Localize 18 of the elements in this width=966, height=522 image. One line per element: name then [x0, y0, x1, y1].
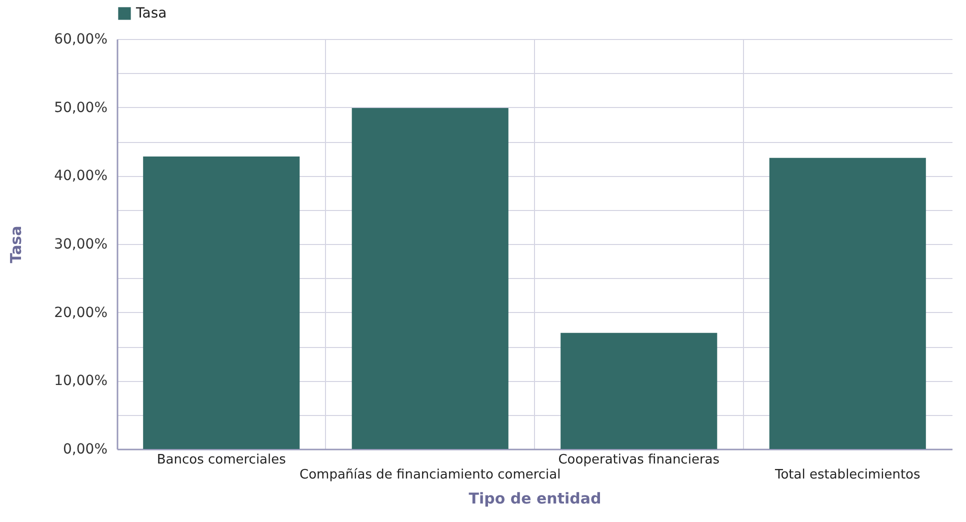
x-axis-title: Tipo de entidad	[468, 490, 602, 508]
y-tick-label: 50,00%	[54, 100, 108, 116]
y-tick-label: 0,00%	[63, 442, 108, 458]
x-tick-label: Bancos comerciales	[156, 452, 286, 468]
bar	[352, 108, 508, 449]
y-tick-label: 20,00%	[54, 304, 108, 321]
bar	[143, 156, 300, 449]
legend-label: Tasa	[135, 6, 167, 22]
y-tick-label: 40,00%	[54, 168, 108, 184]
y-tick-label: 60,00%	[54, 32, 108, 48]
bar	[560, 332, 718, 449]
x-tick-label: Total establecimientos	[774, 468, 920, 482]
y-tick-label: 30,00%	[54, 236, 108, 252]
x-tick-label: Cooperativas financieras	[558, 452, 720, 468]
bar	[769, 158, 926, 449]
y-tick-label: 10,00%	[54, 373, 108, 390]
x-tick-label: Compañías de financiamiento comercial	[300, 468, 561, 482]
y-axis-title: Tasa	[7, 226, 26, 264]
